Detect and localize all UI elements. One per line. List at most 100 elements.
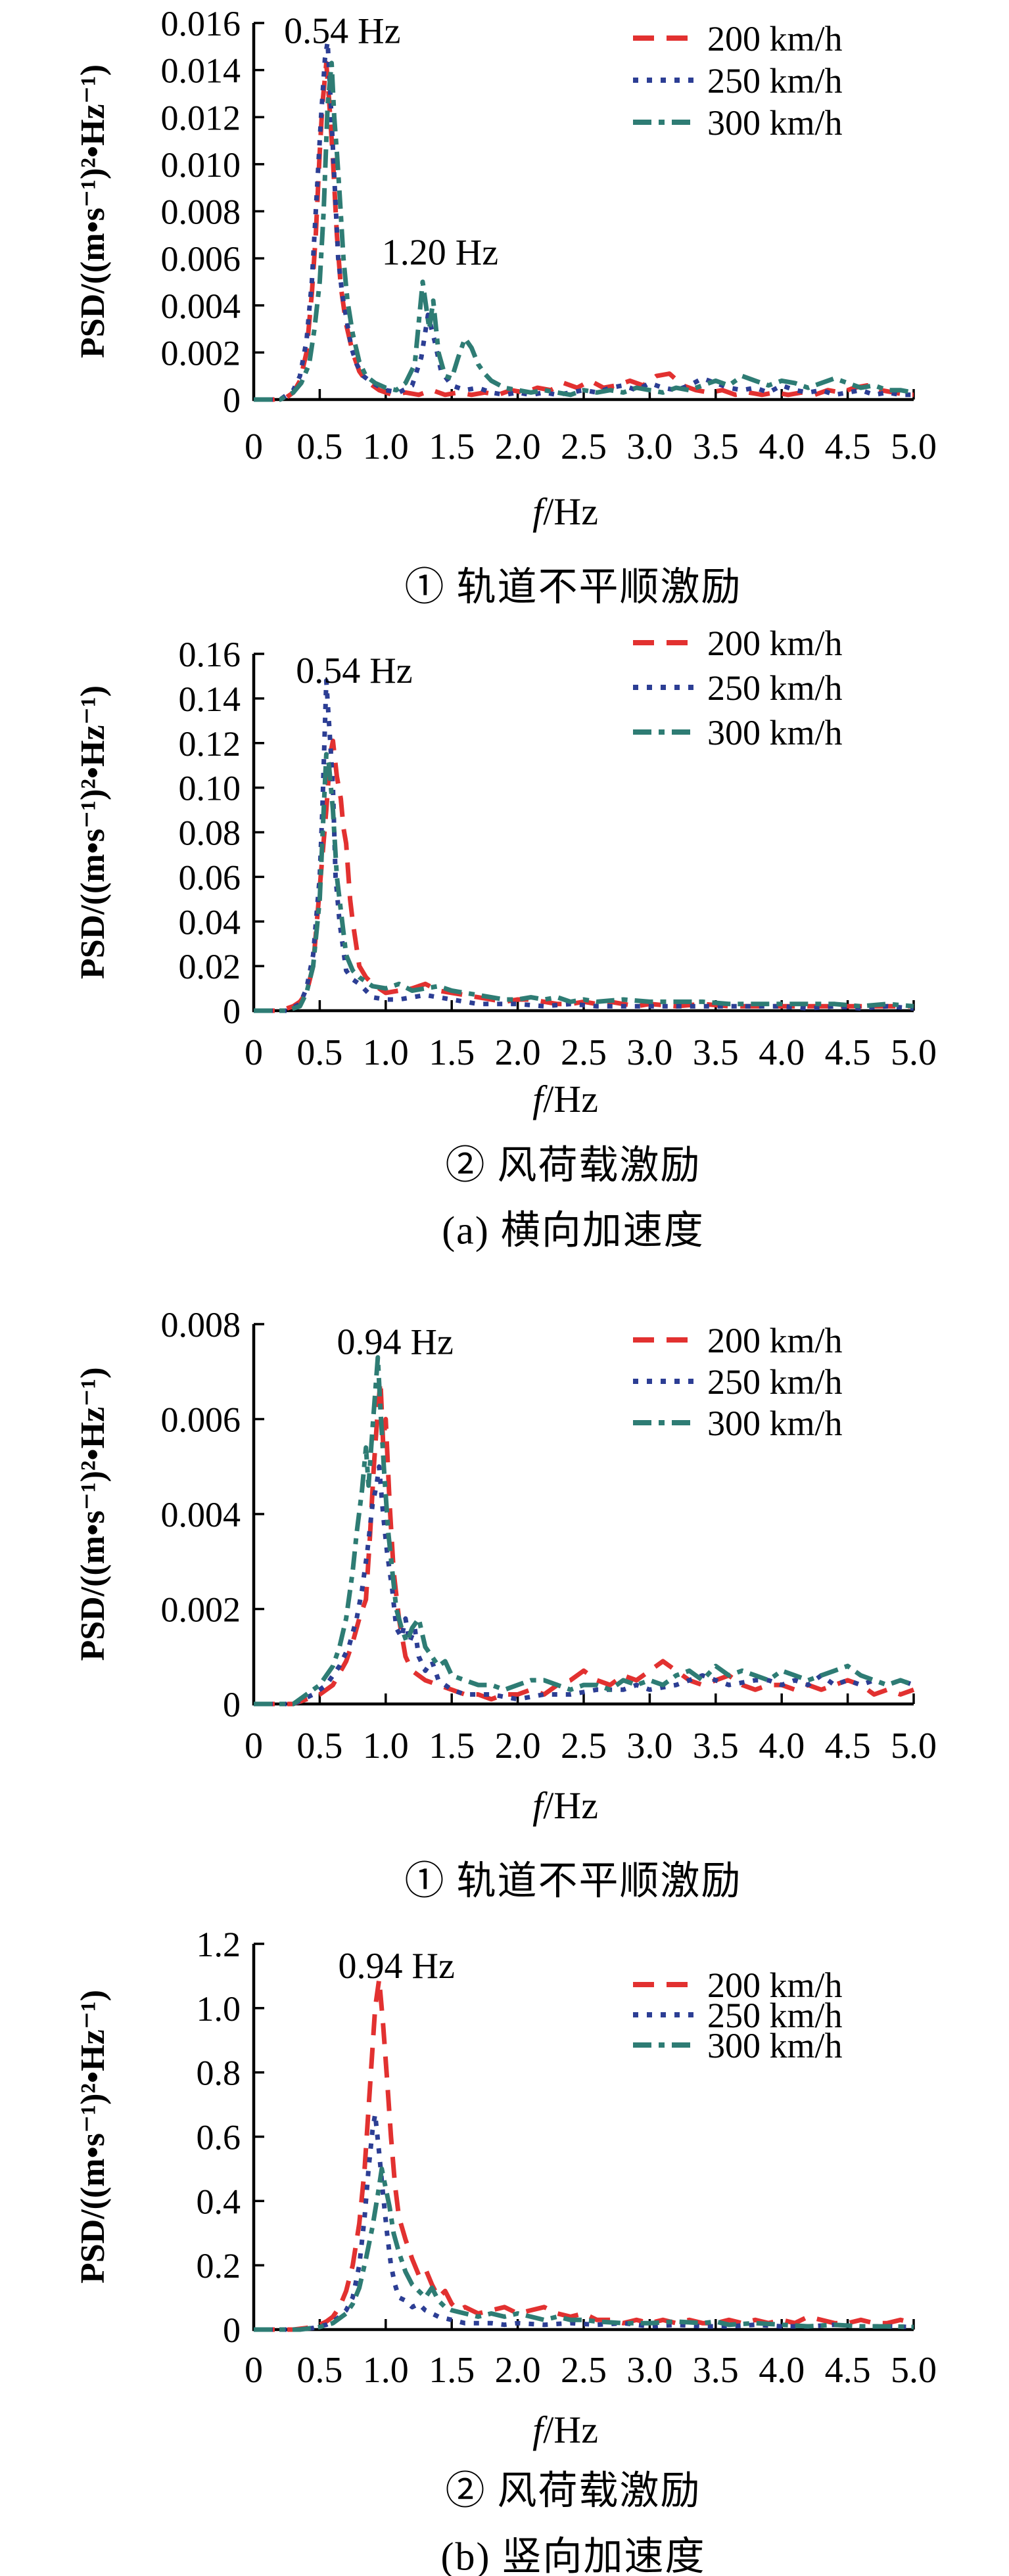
chart-track-irregularity-lateral-canvas: 0 0.002 0.004 0.006 0.008 0.010 0.012 0.014 0.01… bbox=[74, 4, 937, 533]
x-tick-label: 0 bbox=[245, 426, 263, 467]
x-tick-label: 0.5 bbox=[296, 1032, 342, 1073]
x-tick-label: 0 bbox=[245, 1032, 263, 1073]
y-tick-label: 0.2 bbox=[197, 2246, 241, 2286]
x-tick-label: 0 bbox=[245, 2350, 263, 2391]
series-200-km-h-line bbox=[254, 60, 914, 402]
legend-label: 300 km/h bbox=[707, 1404, 843, 1443]
chart-track-irregularity-lateral: 0 0.002 0.004 0.006 0.008 0.010 0.012 0.014 0.01… bbox=[0, 0, 1009, 624]
y-tick-label: 0.002 bbox=[161, 333, 241, 373]
chart-wind-load-lateral-canvas: 0 0.02 0.04 0.06 0.08 0.10 0.12 0.14 0.16 0 0.5 1.0… bbox=[74, 624, 937, 1120]
peak-annotation: 1.20 Hz bbox=[382, 232, 498, 273]
series-250-km-h-line bbox=[254, 39, 914, 402]
panel-caption-excitation: ① 轨道不平顺激励 bbox=[404, 565, 742, 609]
x-tick-label: 1.0 bbox=[363, 2350, 409, 2391]
y-tick-label: 0.06 bbox=[179, 858, 241, 897]
x-tick-label: 4.5 bbox=[825, 426, 871, 467]
peak-annotation: 0.54 Hz bbox=[296, 651, 412, 691]
legend-label: 250 km/h bbox=[707, 1996, 843, 2035]
x-tick-label: 0.5 bbox=[296, 2350, 342, 2391]
legend-label: 250 km/h bbox=[707, 61, 843, 101]
y-tick-label: 1.2 bbox=[197, 1932, 241, 1964]
y-axis-title: PSD/((m•s⁻¹)²•Hz⁻¹) bbox=[74, 685, 112, 979]
legend-label: 200 km/h bbox=[707, 1966, 843, 2005]
series-300-km-h-line bbox=[254, 2166, 914, 2332]
x-tick-label: 5.0 bbox=[891, 1032, 937, 1073]
y-tick-label: 0.04 bbox=[179, 902, 241, 942]
x-tick-label: 2.5 bbox=[561, 1032, 607, 1073]
legend-label: 200 km/h bbox=[707, 19, 843, 58]
legend-label: 200 km/h bbox=[707, 624, 843, 663]
series-250-km-h-line bbox=[254, 1464, 915, 1707]
y-tick-label: 0.12 bbox=[179, 724, 241, 764]
legend-label: 300 km/h bbox=[707, 713, 843, 752]
x-tick-label: 4.5 bbox=[825, 1032, 871, 1073]
peak-annotation: 0.94 Hz bbox=[339, 1946, 455, 1987]
y-tick-label: 0.012 bbox=[161, 98, 241, 137]
x-tick-label: 3.0 bbox=[626, 1726, 672, 1766]
series-200-km-h-line bbox=[254, 1977, 914, 2332]
x-tick-label: 1.5 bbox=[429, 1032, 475, 1073]
x-tick-label: 0.5 bbox=[296, 426, 342, 467]
x-tick-label: 4.0 bbox=[759, 1032, 805, 1073]
x-tick-label: 2.0 bbox=[495, 1726, 541, 1766]
x-tick-label: 2.0 bbox=[495, 2350, 541, 2391]
y-tick-label: 0.4 bbox=[197, 2182, 241, 2221]
y-tick-label: 0.002 bbox=[161, 1590, 241, 1630]
x-tick-label: 3.0 bbox=[626, 2350, 672, 2391]
x-axis-title: f/Hz bbox=[532, 490, 598, 533]
y-tick-label: 0.02 bbox=[179, 947, 241, 986]
x-tick-label: 3.5 bbox=[693, 2350, 739, 2391]
legend-label: 200 km/h bbox=[707, 1321, 843, 1360]
x-tick-label: 1.5 bbox=[429, 2350, 475, 2391]
chart-wind-load-vertical-canvas: 0 0.2 0.4 0.6 0.8 1.0 1.2 0 0.5 1.0 1.5 2.0 2.5 3.0 3.… bbox=[74, 1932, 937, 2451]
y-tick-label: 0.6 bbox=[197, 2118, 241, 2157]
y-axis-title: PSD/((m•s⁻¹)²•Hz⁻¹) bbox=[74, 64, 112, 358]
x-tick-label: 3.5 bbox=[693, 426, 739, 467]
x-tick-label: 0 bbox=[245, 1726, 263, 1766]
y-axis-title: PSD/((m•s⁻¹)²•Hz⁻¹) bbox=[74, 1367, 112, 1661]
x-tick-label: 2.0 bbox=[495, 426, 541, 467]
subfigure-caption-b: (b) 竖向加速度 bbox=[440, 2535, 706, 2576]
legend-label: 250 km/h bbox=[707, 1362, 843, 1402]
x-tick-label: 5.0 bbox=[891, 1726, 937, 1766]
y-axis-title: PSD/((m•s⁻¹)²•Hz⁻¹) bbox=[74, 1990, 112, 2284]
x-tick-label: 2.5 bbox=[561, 2350, 607, 2391]
y-tick-label: 0.006 bbox=[161, 1400, 241, 1440]
x-tick-label: 2.5 bbox=[561, 1726, 607, 1766]
x-tick-label: 1.0 bbox=[363, 1726, 409, 1766]
x-axis-title: f/Hz bbox=[532, 2408, 598, 2451]
x-tick-label: 5.0 bbox=[891, 426, 937, 467]
x-tick-label: 2.0 bbox=[495, 1032, 541, 1073]
x-tick-label: 2.5 bbox=[561, 426, 607, 467]
y-tick-label: 0.14 bbox=[179, 679, 241, 719]
x-tick-label: 3.0 bbox=[626, 426, 672, 467]
x-tick-label: 4.5 bbox=[825, 2350, 871, 2391]
y-tick-label: 0 bbox=[223, 2311, 241, 2350]
chart-wind-load-lateral: 0 0.02 0.04 0.06 0.08 0.10 0.12 0.14 0.16 0 0.5 1.0… bbox=[0, 624, 1009, 1308]
x-tick-label: 0.5 bbox=[296, 1726, 342, 1766]
x-tick-label: 1.5 bbox=[429, 1726, 475, 1766]
panel-caption-excitation: ① 轨道不平顺激励 bbox=[404, 1859, 742, 1903]
series-250-km-h-line bbox=[254, 2111, 914, 2332]
y-tick-label: 1.0 bbox=[197, 1989, 241, 2029]
peak-annotation: 0.94 Hz bbox=[337, 1322, 454, 1362]
y-tick-label: 0.010 bbox=[161, 145, 241, 185]
panel-caption-excitation: ② 风荷载激励 bbox=[445, 2469, 701, 2513]
subfigure-caption-a: (a) 横向加速度 bbox=[442, 1208, 705, 1253]
x-tick-label: 3.5 bbox=[693, 1032, 739, 1073]
y-tick-label: 0.004 bbox=[161, 287, 241, 326]
y-tick-label: 0 bbox=[223, 380, 241, 420]
series-200-km-h-line bbox=[254, 1379, 915, 1707]
x-tick-label: 1.0 bbox=[363, 1032, 409, 1073]
legend-label: 250 km/h bbox=[707, 668, 843, 708]
y-tick-label: 0.10 bbox=[179, 769, 241, 808]
y-tick-label: 0.16 bbox=[179, 635, 241, 674]
y-tick-label: 0 bbox=[223, 1685, 241, 1724]
y-tick-label: 0.004 bbox=[161, 1495, 241, 1534]
x-tick-label: 4.0 bbox=[759, 426, 805, 467]
x-tick-label: 5.0 bbox=[891, 2350, 937, 2391]
x-tick-label: 4.0 bbox=[759, 1726, 805, 1766]
x-tick-label: 4.5 bbox=[825, 1726, 871, 1766]
series-300-km-h-line bbox=[254, 60, 914, 402]
